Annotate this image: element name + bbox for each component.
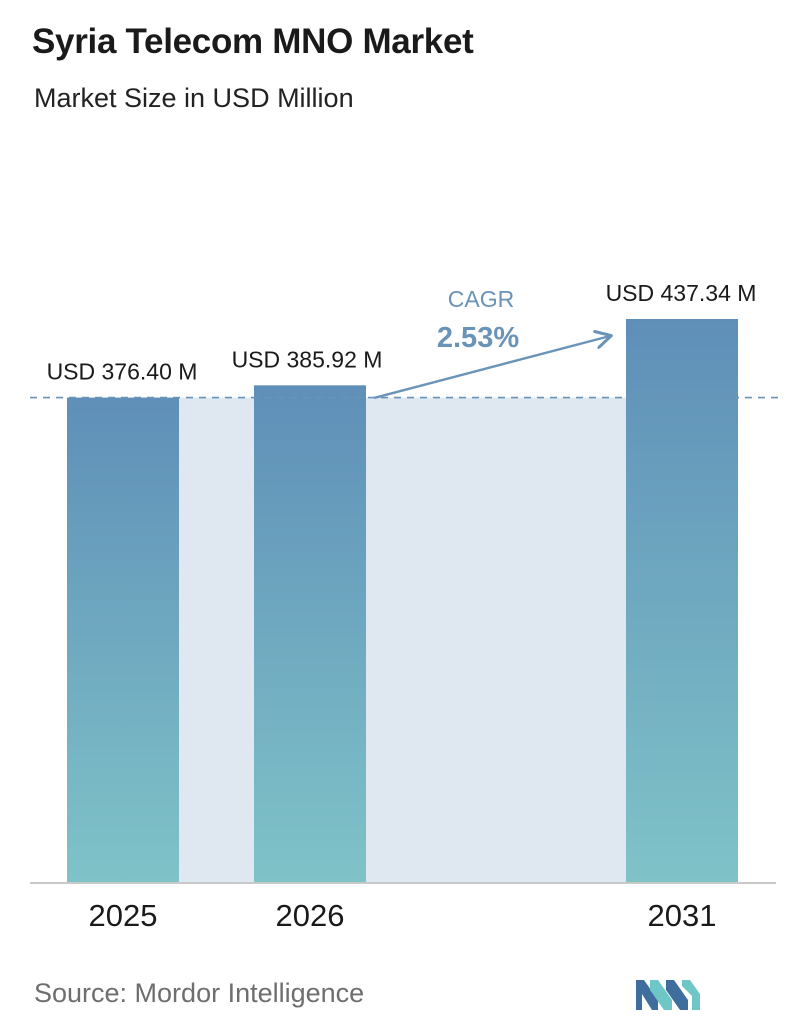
value-label-2026: USD 385.92 M (232, 346, 383, 372)
gap-band-2 (366, 397, 626, 883)
value-label-2025: USD 376.40 M (47, 359, 198, 385)
band-layer (179, 397, 626, 883)
x-tick-label-2026: 2026 (276, 898, 345, 933)
source-note: Source: Mordor Intelligence (34, 978, 365, 1008)
mordor-intelligence-logo-icon (636, 980, 700, 1010)
bar-layer (67, 319, 738, 883)
chart-subtitle: Market Size in USD Million (34, 83, 354, 113)
cagr-arrow (373, 336, 610, 400)
value-label-layer: USD 376.40 M USD 385.92 M USD 437.34 M (47, 280, 757, 385)
x-tick-label-2025: 2025 (89, 898, 158, 933)
x-tick-label-layer: 2025 2026 2031 (89, 898, 717, 933)
bar-2025 (67, 397, 179, 883)
cagr-annotation: CAGR 2.53% (373, 286, 610, 400)
bar-2031 (626, 319, 738, 883)
cagr-label: CAGR (448, 286, 514, 312)
cagr-value: 2.53% (437, 322, 519, 354)
bar-2026 (254, 385, 366, 883)
x-tick-label-2031: 2031 (648, 898, 717, 933)
chart-title: Syria Telecom MNO Market (32, 22, 474, 61)
bar-chart: USD 376.40 M USD 385.92 M USD 437.34 M 202… (30, 280, 780, 933)
value-label-2031: USD 437.34 M (606, 280, 757, 306)
gap-band-1 (179, 397, 254, 883)
